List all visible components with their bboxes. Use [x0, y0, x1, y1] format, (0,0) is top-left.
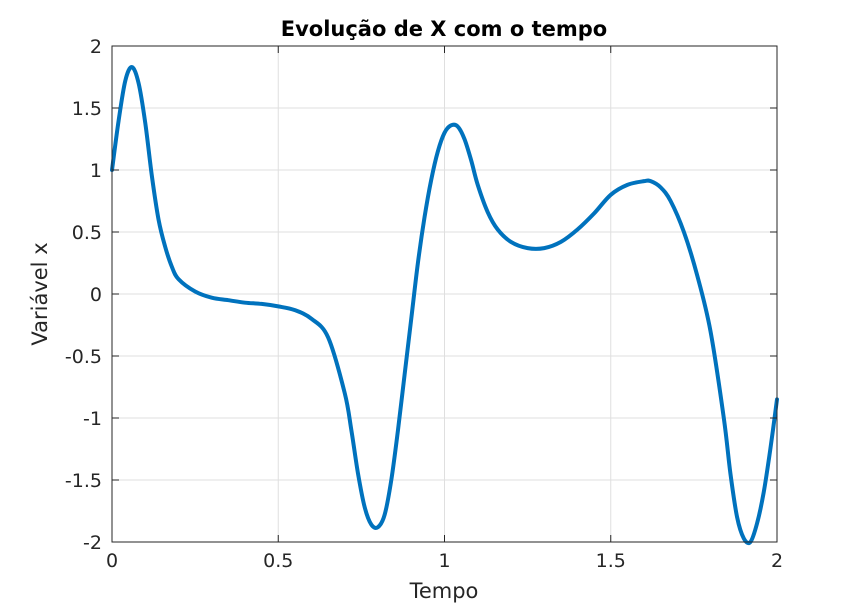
- x-tick-label: 2: [771, 550, 783, 572]
- chart-title: Evolução de X com o tempo: [281, 17, 607, 41]
- axis-ticks: 0 0.5 1 1.5 2 -2 -1.5 -1 -0.5 0 0.5 1 1.5 2: [65, 36, 783, 572]
- series-line: [110, 65, 779, 546]
- y-tick-label: -1: [83, 408, 102, 430]
- y-tick-label: 2: [90, 36, 102, 58]
- y-axis-label: Variável x: [28, 242, 52, 345]
- y-tick-label: 1: [90, 160, 102, 182]
- y-tick-label: 0: [90, 284, 102, 306]
- y-tick-label: 1.5: [72, 98, 102, 120]
- y-tick-label: -1.5: [65, 470, 102, 492]
- data-series: [110, 65, 779, 546]
- y-tick-label: 0.5: [72, 222, 102, 244]
- y-tick-label: -2: [83, 532, 102, 554]
- x-tick-label: 0.5: [263, 550, 293, 572]
- x-tick-label: 1.5: [596, 550, 626, 572]
- x-axis-label: Tempo: [409, 579, 479, 603]
- x-tick-label: 0: [106, 550, 118, 572]
- y-tick-label: -0.5: [65, 346, 102, 368]
- x-tick-label: 1: [438, 550, 450, 572]
